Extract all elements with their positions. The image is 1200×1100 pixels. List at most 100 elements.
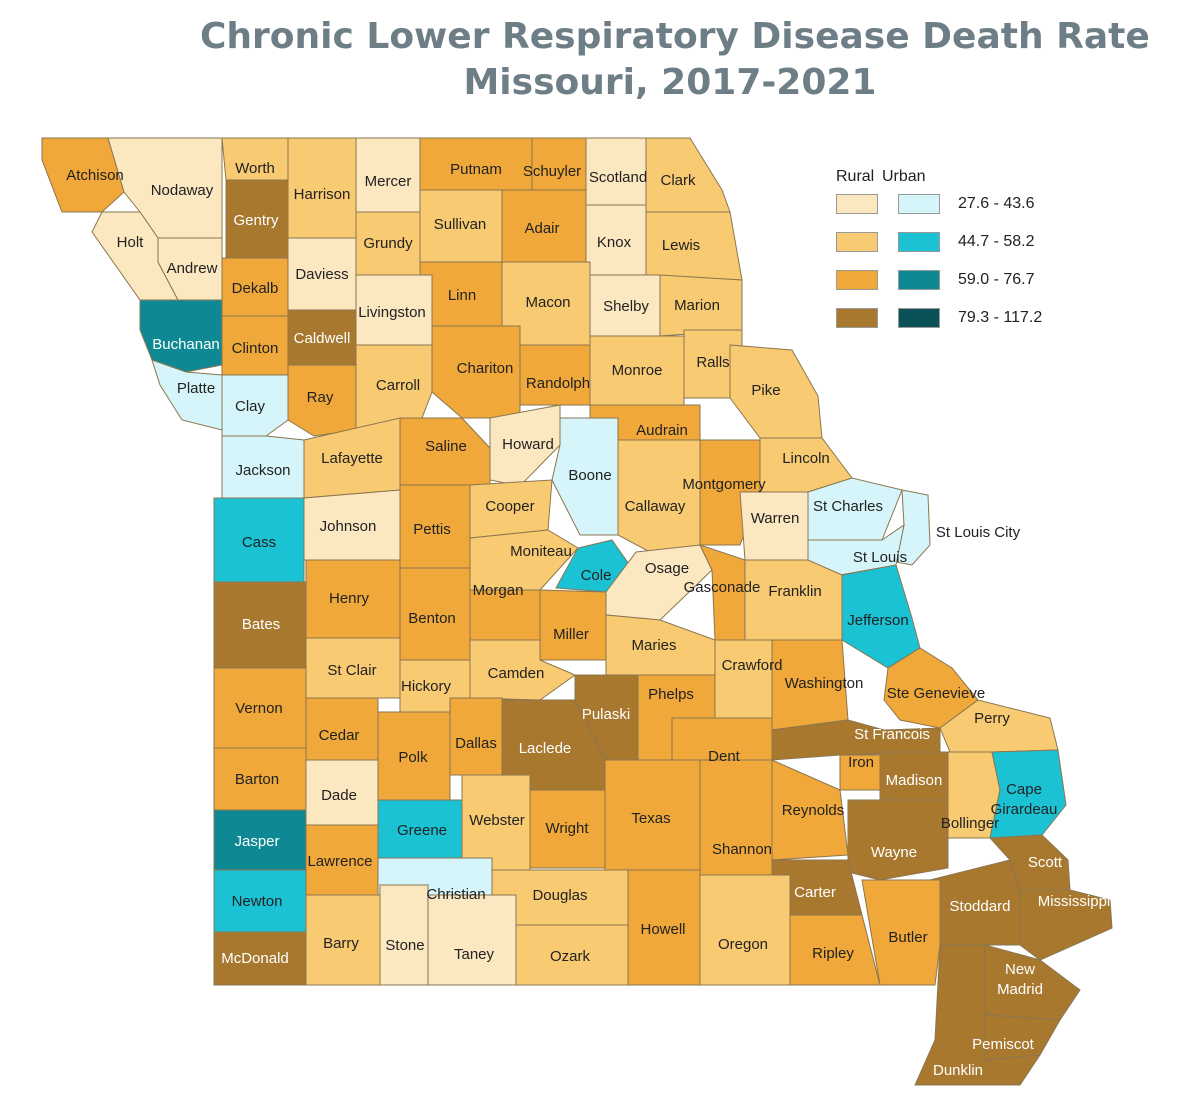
county-label-nodaway: Nodaway (151, 182, 214, 199)
county-label-montgomery: Montgomery (682, 476, 766, 493)
county-label-webster: Webster (469, 812, 525, 829)
county-label-hickory: Hickory (401, 678, 452, 695)
county-label-miller: Miller (553, 626, 589, 643)
legend: Rural Urban 27.6 - 43.6 44.7 - 58.2 59.0 -… (834, 168, 1074, 338)
county-label-saline: Saline (425, 438, 467, 455)
county-taney (427, 894, 517, 986)
county-label-harrison: Harrison (294, 186, 351, 203)
county-label-atchison: Atchison (66, 167, 124, 184)
county-butler (861, 879, 941, 986)
county-label-sullivan: Sullivan (434, 216, 487, 233)
county-label-howell: Howell (640, 921, 685, 938)
county-label-laclede: Laclede (519, 740, 572, 757)
county-label-oregon: Oregon (718, 936, 768, 953)
legend-range-4: 79.3 - 117.2 (958, 309, 1043, 326)
county-label-barton: Barton (235, 771, 279, 788)
county-label-reynolds: Reynolds (782, 802, 845, 819)
county-label-benton: Benton (408, 610, 456, 627)
legend-swatch-urban-3 (898, 270, 940, 290)
county-label-clinton: Clinton (232, 340, 279, 357)
legend-swatch-urban-1 (898, 194, 940, 214)
county-labels-layer: Atchison Nodaway Worth Harrison Mercer Putnam… (66, 160, 1110, 1079)
county-label-taney: Taney (454, 946, 495, 963)
county-label-dade: Dade (321, 787, 357, 804)
county-label-andrew: Andrew (167, 260, 218, 277)
legend-swatch-urban-4 (898, 308, 940, 328)
county-label-butler: Butler (888, 929, 927, 946)
county-label-osage: Osage (645, 560, 689, 577)
county-label-cooper: Cooper (485, 498, 534, 515)
county-label-lawrence: Lawrence (307, 853, 372, 870)
county-label-jefferson: Jefferson (847, 612, 908, 629)
legend-swatch-urban-2 (898, 232, 940, 252)
county-label-warren: Warren (751, 510, 800, 527)
county-label-henry: Henry (329, 590, 370, 607)
county-label-stoddard: Stoddard (950, 898, 1011, 915)
county-label-dallas: Dallas (455, 735, 497, 752)
county-label-jackson: Jackson (235, 462, 290, 479)
county-label-bollinger: Bollinger (941, 815, 999, 832)
county-label-daviess: Daviess (295, 266, 348, 283)
county-label-st-louis-city: St Louis City (936, 524, 1021, 541)
county-label-chariton: Chariton (457, 360, 514, 377)
county-label-putnam: Putnam (450, 161, 502, 178)
county-label-moniteau: Moniteau (510, 543, 572, 560)
county-label-clark: Clark (660, 172, 696, 189)
county-crawford (714, 639, 773, 719)
county-carroll (355, 344, 433, 431)
county-label-pike: Pike (751, 382, 780, 399)
county-label-carter: Carter (794, 884, 836, 901)
county-label-monroe: Monroe (612, 362, 663, 379)
county-label-lafayette: Lafayette (321, 450, 383, 467)
county-label-madison: Madison (886, 772, 943, 789)
county-label-vernon: Vernon (235, 700, 283, 717)
legend-swatch-rural-2 (836, 232, 878, 252)
county-label-callaway: Callaway (625, 498, 686, 515)
county-label-dent: Dent (708, 748, 741, 765)
county-oregon (699, 874, 791, 986)
legend-range-2: 44.7 - 58.2 (958, 233, 1035, 250)
county-label-newton: Newton (232, 893, 283, 910)
county-label-johnson: Johnson (320, 518, 377, 535)
county-label-wayne: Wayne (871, 844, 917, 861)
county-label-franklin: Franklin (768, 583, 821, 600)
county-label-wright: Wright (545, 820, 589, 837)
county-label-schuyler: Schuyler (523, 163, 581, 180)
county-label-st-francois: St Francois (854, 726, 930, 743)
county-label-carroll: Carroll (376, 377, 420, 394)
county-label-ray: Ray (307, 389, 334, 406)
legend-range-1: 27.6 - 43.6 (958, 195, 1035, 212)
county-label-greene: Greene (397, 822, 447, 839)
county-label-howard: Howard (502, 436, 554, 453)
county-label-mcdonald: McDonald (221, 950, 289, 967)
legend-swatch-rural-4 (836, 308, 878, 328)
county-label-stone: Stone (385, 937, 424, 954)
county-mcdonald (213, 931, 307, 986)
county-label-dunklin: Dunklin (933, 1062, 983, 1079)
county-label-macon: Macon (525, 294, 570, 311)
county-label-ripley: Ripley (812, 945, 854, 962)
county-label-dekalb: Dekalb (232, 280, 279, 297)
county-st-charles (807, 477, 903, 541)
county-label-linn: Linn (448, 287, 476, 304)
county-franklin (744, 559, 843, 641)
county-label-polk: Polk (398, 749, 428, 766)
county-label-buchanan: Buchanan (152, 336, 220, 353)
county-miller (539, 589, 607, 661)
county-st-francois (771, 719, 941, 761)
county-label-gentry: Gentry (233, 212, 279, 229)
county-callaway (617, 439, 701, 553)
county-label-texas: Texas (631, 810, 670, 827)
county-label-cass: Cass (242, 534, 276, 551)
county-label-christian: Christian (426, 886, 485, 903)
county-clay (221, 374, 289, 437)
county-label-gasconade: Gasconade (684, 579, 761, 596)
county-label-platte: Platte (177, 380, 215, 397)
map-title: Chronic Lower Respiratory Disease Death … (200, 14, 1150, 106)
county-label-lewis: Lewis (662, 237, 700, 254)
county-label-lincoln: Lincoln (782, 450, 830, 467)
county-label-pemiscot: Pemiscot (972, 1036, 1035, 1053)
county-label-ozark: Ozark (550, 948, 591, 965)
county-label-adair: Adair (524, 220, 559, 237)
